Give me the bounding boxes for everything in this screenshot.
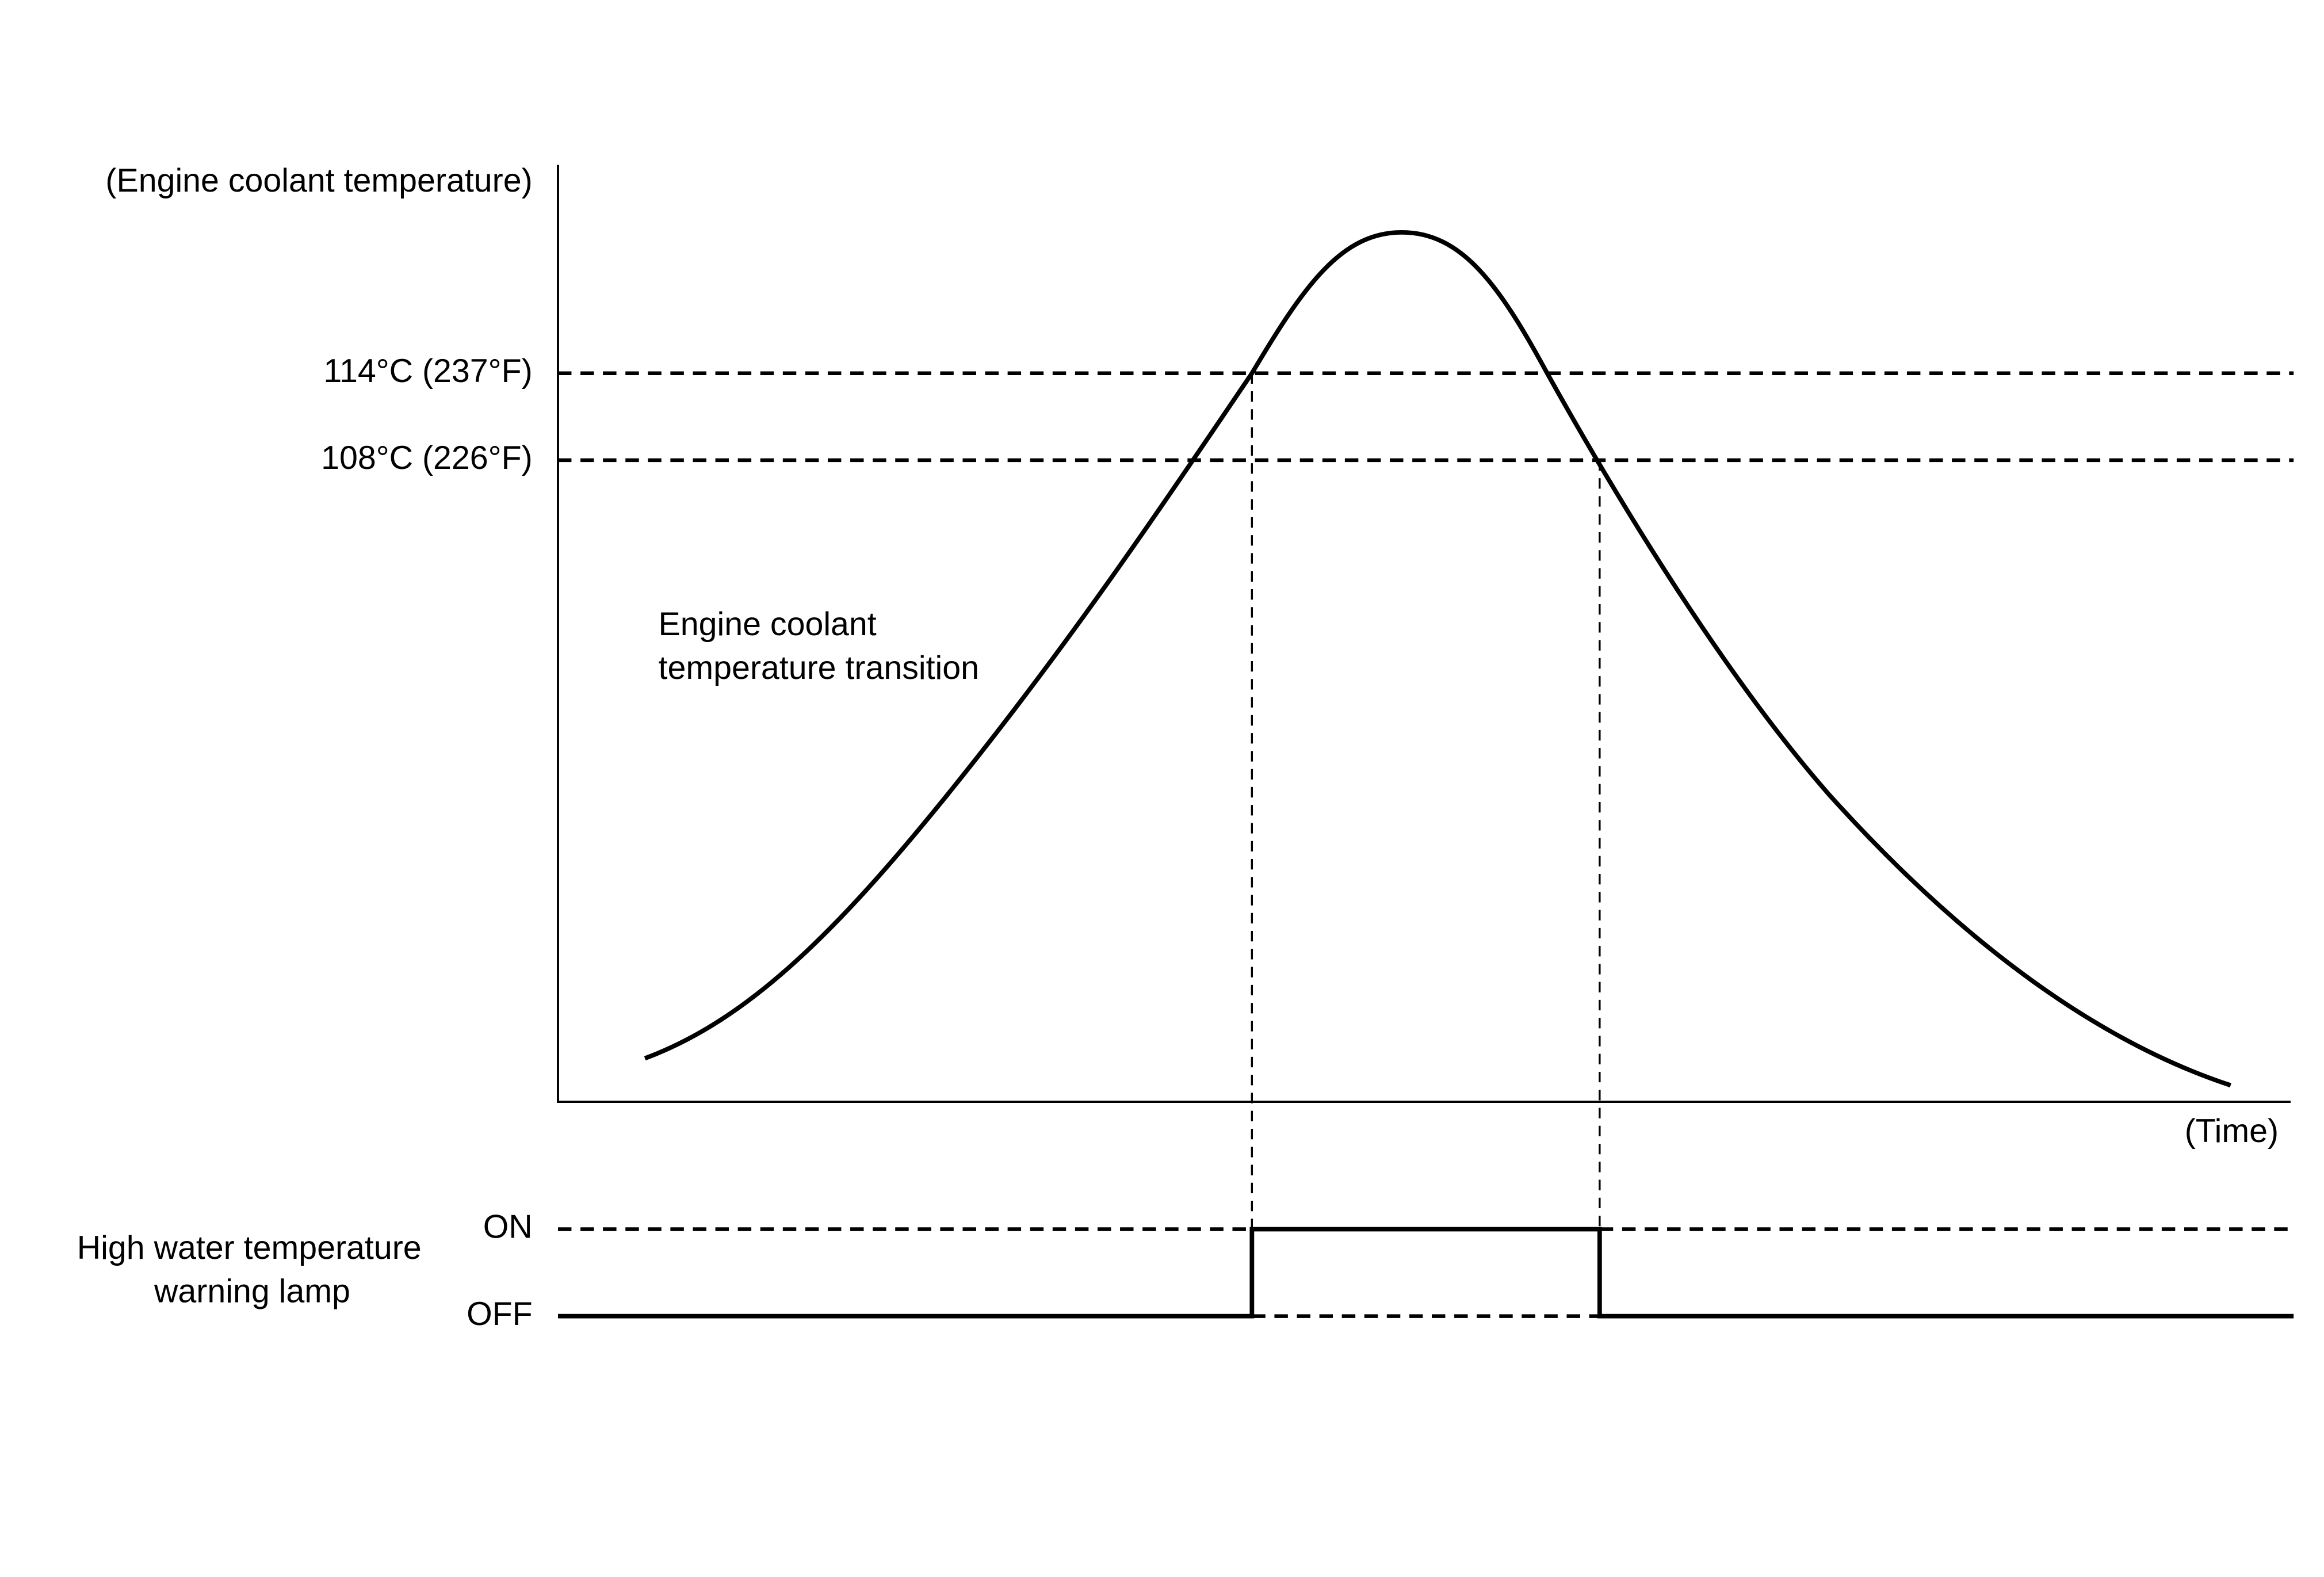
- lamp-label: High water temperature: [77, 1229, 422, 1266]
- on-label: ON: [483, 1209, 533, 1246]
- off-label: OFF: [467, 1296, 533, 1332]
- y-axis-label: (Engine coolant temperature): [105, 162, 532, 199]
- lamp-signal: [557, 1227, 2294, 1319]
- threshold-label: 114°C (237°F): [323, 353, 532, 390]
- curve-label: Engine coolant: [659, 606, 877, 643]
- temperature-curve: [644, 230, 2231, 1088]
- axes: [557, 165, 2291, 1103]
- threshold-label: 108°C (226°F): [321, 440, 533, 476]
- lamp-label: warning lamp: [154, 1273, 350, 1310]
- x-axis-label: (Time): [2185, 1113, 2279, 1150]
- curve-label: temperature transition: [659, 650, 979, 686]
